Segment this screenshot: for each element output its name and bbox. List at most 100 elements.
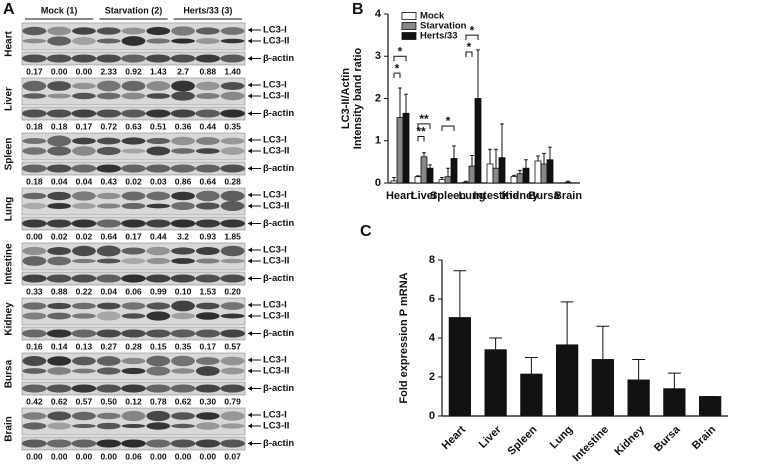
band (195, 366, 220, 376)
error-bar (404, 93, 408, 114)
band (72, 92, 96, 100)
significance-label: ** (416, 125, 426, 139)
band-label: β-actin (263, 273, 294, 284)
bar (426, 167, 434, 184)
x-tick-label: Kidney (612, 423, 647, 458)
band (22, 192, 47, 200)
ratio: 0.00 (100, 451, 117, 461)
ratio: 0.04 (51, 176, 68, 186)
band (47, 367, 72, 375)
group-label: Mock (1) (41, 5, 78, 15)
band (121, 329, 146, 338)
band (220, 219, 245, 228)
band (121, 302, 146, 310)
ratio: 0.42 (26, 396, 43, 406)
error-bar (566, 180, 570, 183)
band (195, 412, 220, 420)
ratio: 0.00 (175, 451, 192, 461)
band-label: β-actin (263, 383, 294, 394)
band (220, 423, 245, 429)
error-bar (428, 164, 432, 169)
ratio: 0.00 (200, 451, 217, 461)
band (96, 367, 121, 375)
ratio: 0.17 (200, 341, 217, 351)
bar (390, 180, 398, 184)
band (171, 312, 195, 320)
error-bar (596, 325, 610, 360)
band (195, 312, 220, 320)
ratio: 0.00 (51, 451, 68, 461)
band (121, 367, 146, 375)
band (146, 191, 171, 201)
band (146, 38, 171, 44)
band (220, 91, 245, 101)
band (170, 109, 196, 118)
band (22, 439, 47, 448)
x-tick-label: Brain (554, 190, 582, 202)
error-bar (500, 123, 504, 158)
band (146, 146, 171, 156)
band (121, 54, 146, 63)
panel-label: B (352, 1, 364, 18)
ratio: 0.18 (26, 121, 43, 131)
bar (540, 163, 548, 184)
band (22, 137, 47, 145)
band-label: LC3-II (263, 201, 289, 212)
tissue-label: Kidney (4, 302, 15, 336)
tissue-label: Bursa (4, 359, 15, 388)
ratio: 0.92 (125, 66, 142, 76)
band (47, 146, 72, 156)
band (47, 26, 72, 36)
band (195, 422, 220, 430)
band (146, 203, 171, 209)
band (121, 423, 146, 429)
band (46, 164, 72, 173)
band (22, 412, 47, 420)
tissue-label: Brain (4, 416, 15, 442)
band (145, 219, 171, 228)
legend-swatch (401, 32, 417, 40)
bar (402, 112, 410, 184)
band-label: LC3-I (263, 300, 287, 311)
band (96, 109, 122, 118)
bar (556, 344, 579, 417)
band (96, 311, 121, 321)
band (46, 109, 72, 118)
band-arrowhead (248, 192, 252, 198)
band (72, 368, 96, 374)
ratio: 0.00 (26, 451, 43, 461)
band-arrowhead (248, 111, 252, 116)
band (121, 137, 146, 145)
bar (474, 98, 482, 184)
ratio: 0.17 (125, 231, 142, 241)
band (47, 411, 72, 421)
band (171, 258, 195, 264)
x-tick-label: Kidney (502, 190, 540, 202)
band (220, 82, 245, 90)
bar (546, 159, 554, 184)
error-bar (464, 180, 468, 183)
band (170, 164, 196, 173)
ratio: 0.27 (100, 341, 117, 351)
band (220, 439, 245, 448)
band (121, 384, 146, 393)
band (96, 356, 121, 366)
band (121, 92, 146, 100)
band (72, 191, 96, 201)
band-arrowhead (248, 412, 252, 418)
y-axis-label: LC3-II/Actin (340, 68, 352, 129)
band (22, 246, 47, 256)
band-arrowhead (248, 203, 252, 209)
band (220, 137, 245, 145)
band (72, 37, 96, 45)
band (145, 439, 171, 448)
band (72, 356, 96, 366)
error-bar (446, 167, 450, 177)
band (22, 329, 47, 338)
ratio: 0.62 (175, 396, 192, 406)
blot-lc3 (21, 297, 246, 326)
band-arrowhead (248, 82, 252, 88)
ratio: 1.43 (150, 66, 167, 76)
band (121, 219, 146, 228)
band (220, 147, 245, 155)
